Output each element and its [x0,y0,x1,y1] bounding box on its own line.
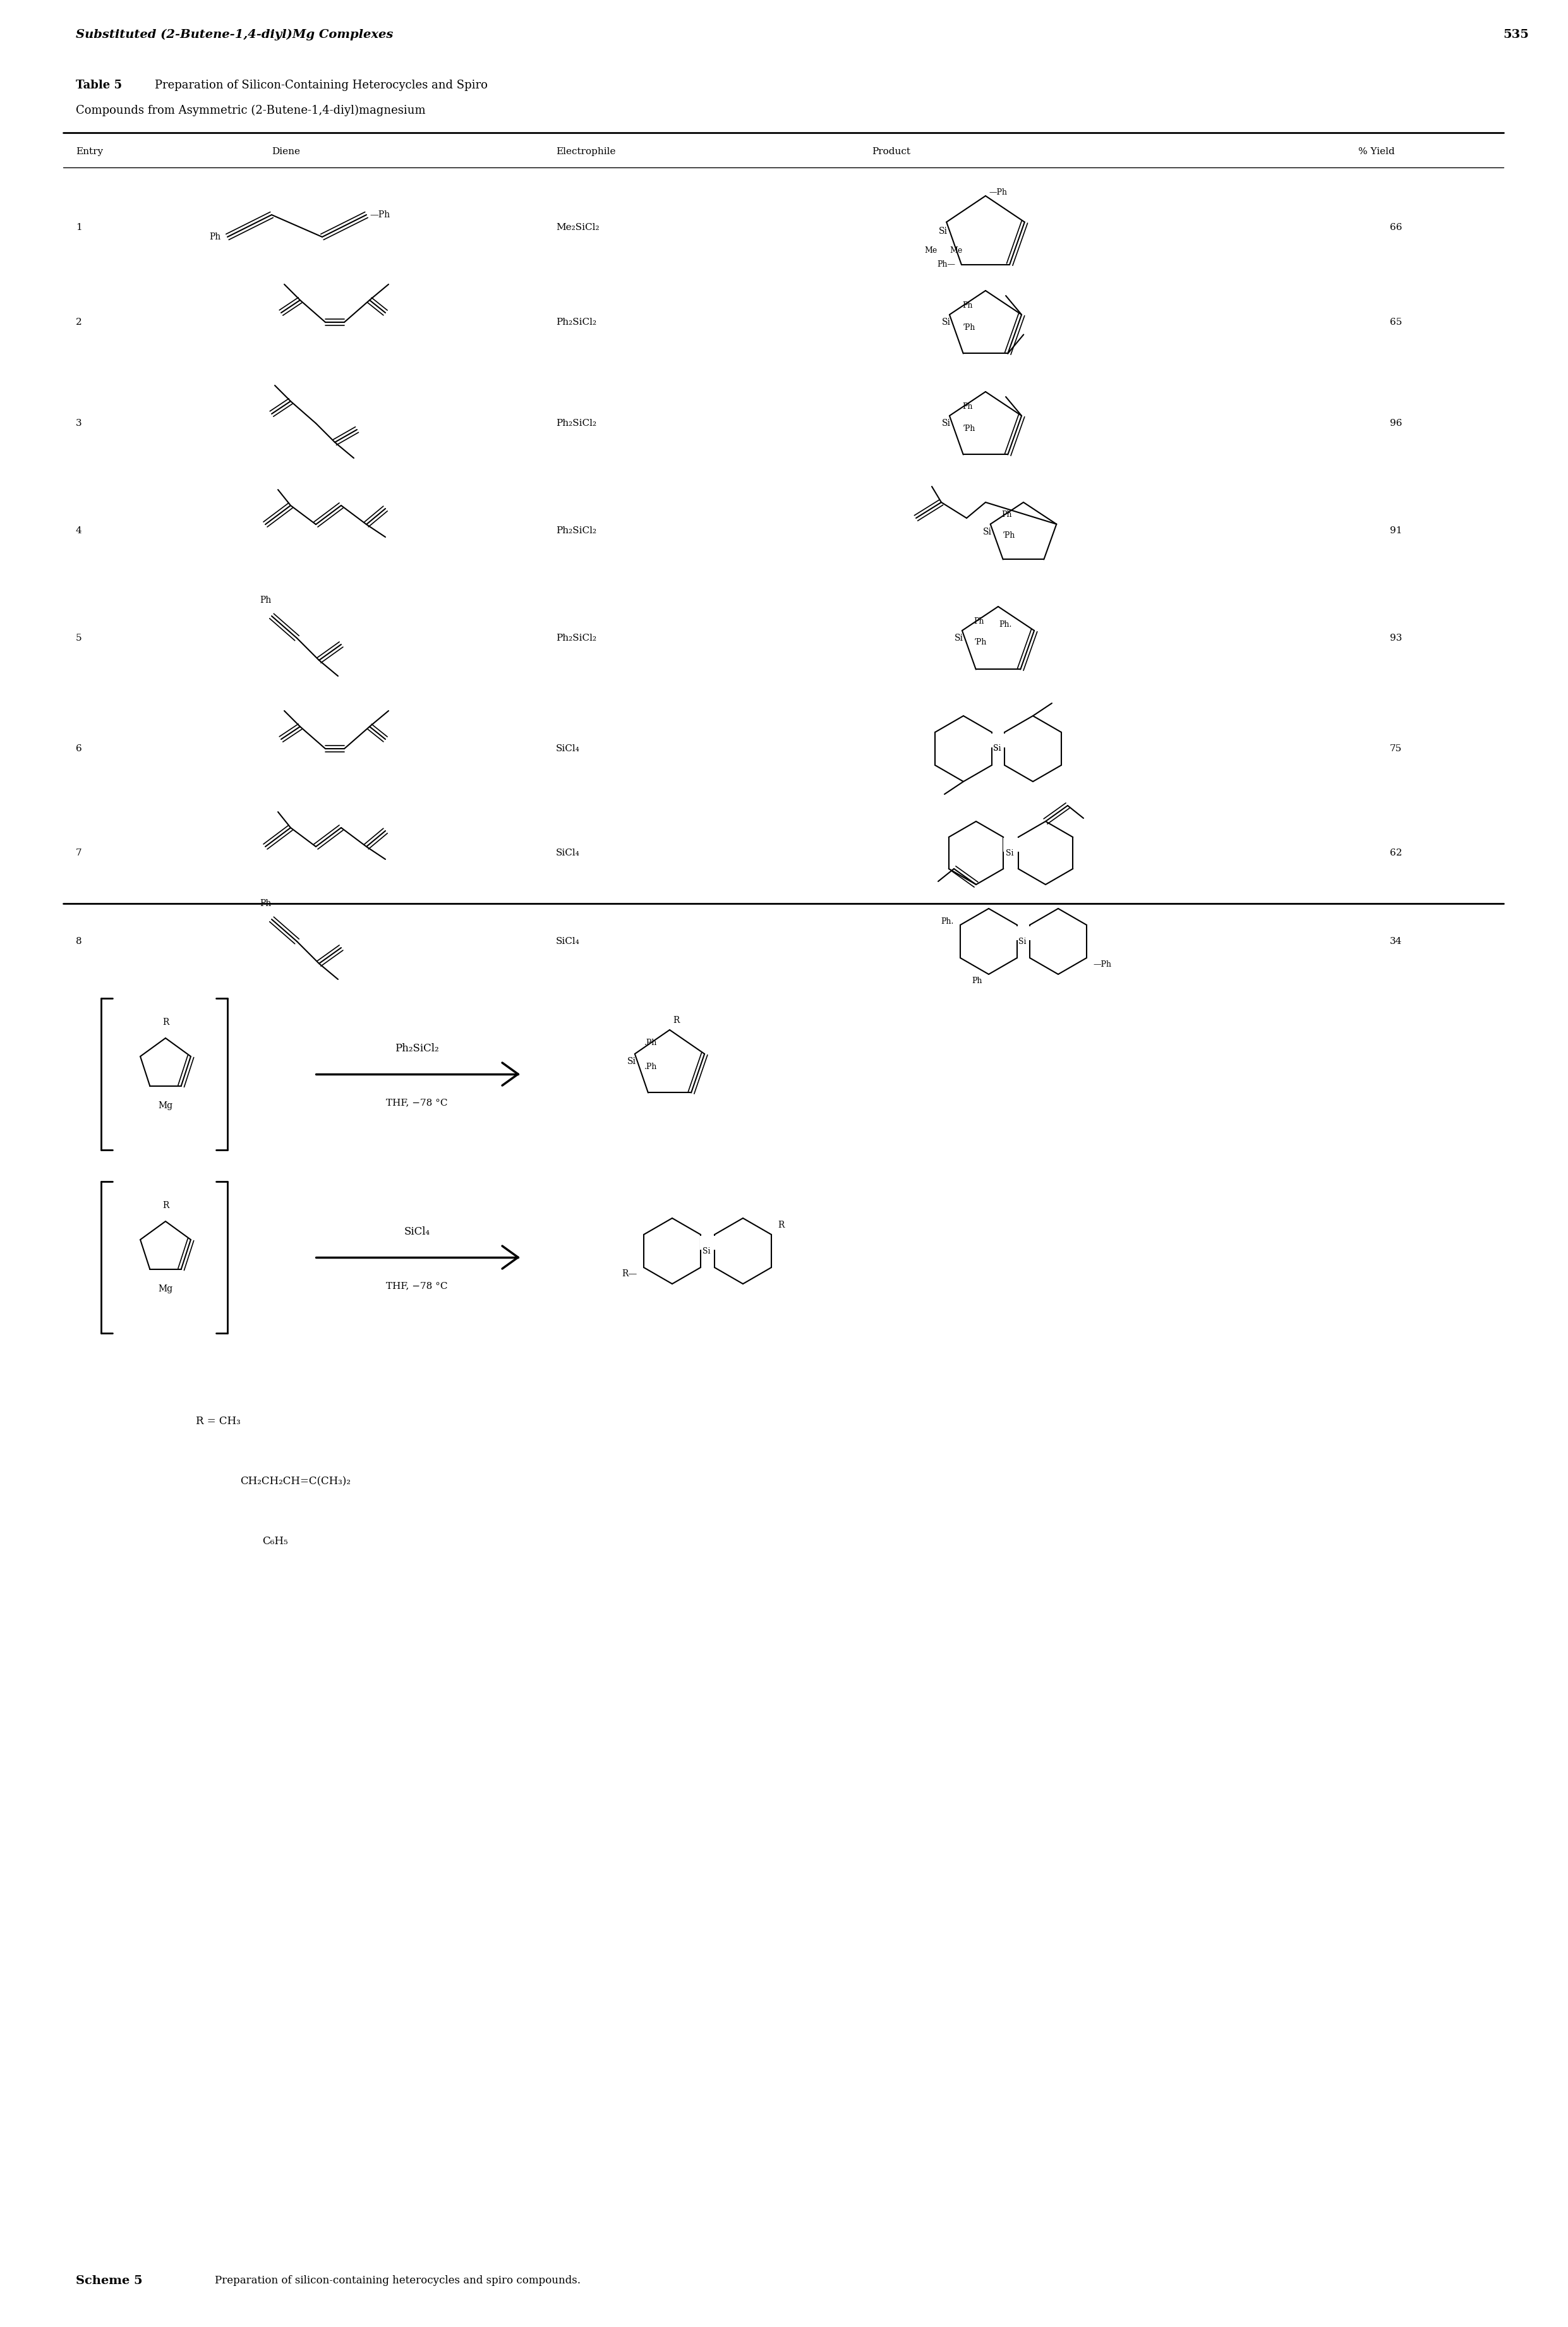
Text: 65: 65 [1389,319,1402,326]
Text: Si: Si [627,1056,637,1066]
Text: 3: 3 [75,419,82,428]
Text: Ph: Ph [963,300,972,309]
Text: R = CH₃: R = CH₃ [196,1417,240,1426]
Text: THF, −78 °C: THF, −78 °C [386,1098,448,1108]
Text: Ph₂SiCl₂: Ph₂SiCl₂ [395,1042,439,1054]
Text: —Ph: —Ph [989,188,1007,198]
Text: 7: 7 [75,849,82,856]
Text: R—: R— [622,1268,638,1278]
Text: Electrophile: Electrophile [557,147,616,156]
Text: Si: Si [993,745,1000,754]
Text: % Yield: % Yield [1358,147,1396,156]
Text: Me: Me [950,247,963,254]
Text: 62: 62 [1389,849,1402,856]
Text: .Ph: .Ph [644,1063,657,1070]
Text: Product: Product [872,147,911,156]
Text: Ph₂SiCl₂: Ph₂SiCl₂ [557,526,596,535]
Text: R: R [162,1201,169,1210]
Text: C₆H₅: C₆H₅ [262,1536,289,1547]
Text: Ph—: Ph— [936,261,955,268]
Text: Ph.: Ph. [999,619,1011,628]
Bar [991,733,1010,747]
Text: SiCl₄: SiCl₄ [557,849,580,856]
Text: 535: 535 [1504,28,1529,40]
Text: 96: 96 [1389,419,1402,428]
Text: Ph: Ph [963,403,972,410]
Text: 5: 5 [75,633,82,642]
Text: 75: 75 [1389,745,1402,754]
Text: Mg: Mg [158,1101,172,1110]
Text: Si: Si [1005,849,1013,856]
Text: Preparation of silicon-containing heterocycles and spiro compounds.: Preparation of silicon-containing hetero… [215,2276,580,2285]
Text: SiCl₄: SiCl₄ [557,938,580,945]
Text: Si: Si [1018,938,1025,945]
Text: ’Ph: ’Ph [1002,531,1014,540]
Text: Ph: Ph [260,898,271,908]
Text: 8: 8 [75,938,82,945]
Text: Ph.: Ph. [941,917,953,926]
Text: Ph₂SiCl₂: Ph₂SiCl₂ [557,419,596,428]
Text: R: R [778,1222,784,1229]
Text: Ph₂SiCl₂: Ph₂SiCl₂ [557,633,596,642]
Text: 34: 34 [1389,938,1402,945]
Text: 6: 6 [75,745,82,754]
Text: Me₂SiCl₂: Me₂SiCl₂ [557,223,599,233]
Text: ’Ph: ’Ph [963,323,975,330]
Text: Compounds from Asymmetric (2-Butene-1,4-diyl)magnesium: Compounds from Asymmetric (2-Butene-1,4-… [75,105,425,116]
Text: THF, −78 °C: THF, −78 °C [386,1282,448,1289]
Text: 1: 1 [75,223,82,233]
Text: Si: Si [702,1247,710,1254]
Text: Si: Si [939,228,947,235]
Text: CH₂CH₂CH=C(CH₃)₂: CH₂CH₂CH=C(CH₃)₂ [240,1475,351,1487]
Text: Ph: Ph [1002,510,1013,519]
Text: Ph₂SiCl₂: Ph₂SiCl₂ [557,319,596,326]
Text: Mg: Mg [158,1285,172,1294]
Text: 66: 66 [1389,223,1402,233]
Text: SiCl₄: SiCl₄ [405,1226,430,1238]
Text: Preparation of Silicon-Containing Heterocycles and Spiro: Preparation of Silicon-Containing Hetero… [155,79,488,91]
Text: Ph: Ph [974,617,983,626]
Text: Si: Si [955,633,963,642]
Text: Entry: Entry [75,147,103,156]
Bar [699,1236,720,1250]
Text: Si: Si [983,528,991,535]
Text: R: R [162,1017,169,1026]
Text: Si: Si [942,319,950,326]
Text: Scheme 5: Scheme 5 [75,2276,143,2287]
Text: Ph: Ph [972,977,983,984]
Text: 93: 93 [1389,633,1402,642]
Text: 2: 2 [75,319,82,326]
Text: Ph: Ph [210,233,221,242]
Text: .Ph: .Ph [644,1038,657,1047]
Text: R: R [673,1017,679,1024]
Bar [1004,838,1022,852]
Text: Ph: Ph [260,596,271,605]
Text: —Ph: —Ph [1093,961,1112,968]
Text: Substituted (2-Butene-1,4-diyl)Mg Complexes: Substituted (2-Butene-1,4-diyl)Mg Comple… [75,28,394,40]
Text: ’Ph: ’Ph [963,424,975,433]
Text: Si: Si [993,745,1000,754]
Text: Me: Me [924,247,938,254]
Bar [1016,926,1035,940]
Text: Diene: Diene [271,147,299,156]
Text: 91: 91 [1389,526,1402,535]
Text: Table 5: Table 5 [75,79,122,91]
Text: —Ph: —Ph [370,209,390,219]
Text: SiCl₄: SiCl₄ [557,745,580,754]
Text: 4: 4 [75,526,82,535]
Text: ’Ph: ’Ph [974,638,986,647]
Text: Si: Si [942,419,950,428]
